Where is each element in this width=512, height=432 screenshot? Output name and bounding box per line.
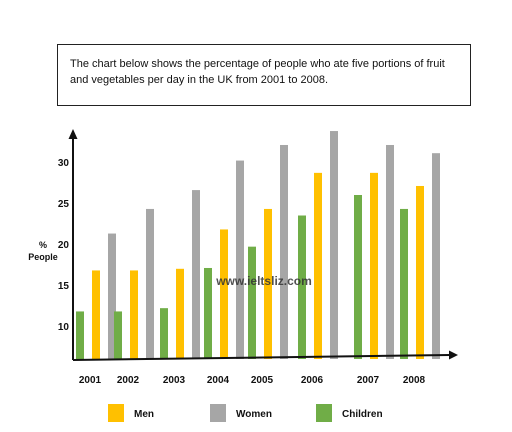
bar-men-2003 xyxy=(176,268,184,359)
x-tick-label: 2005 xyxy=(251,375,274,386)
bar-women-2002 xyxy=(146,208,154,359)
bar-men-2005 xyxy=(264,208,272,359)
bar-children-2004 xyxy=(204,267,212,359)
x-tick-label: 2008 xyxy=(403,375,426,386)
bar-women-2008 xyxy=(432,153,440,359)
bar-children-2006 xyxy=(298,215,306,359)
legend-label-children: Children xyxy=(342,409,383,420)
legend-label-men: Men xyxy=(134,409,154,420)
bar-men-2002 xyxy=(130,270,138,359)
y-axis-label-line2: People xyxy=(28,252,58,262)
bar-children-2002 xyxy=(114,311,122,359)
y-axis-label-line1: % xyxy=(39,240,47,250)
x-tick-label: 2006 xyxy=(301,375,324,386)
x-axis xyxy=(72,354,451,361)
y-tick-labels: 10 15 20 25 30 xyxy=(58,158,70,333)
bar-women-2001 xyxy=(108,233,116,359)
legend: Men Women Children xyxy=(108,404,383,422)
legend-swatch-children xyxy=(316,404,332,422)
watermark: www.ieltsliz.com xyxy=(215,274,312,288)
bar-women-2004 xyxy=(236,160,244,359)
bar-men-2001 xyxy=(92,270,100,359)
y-axis-arrow xyxy=(68,129,78,139)
legend-swatch-women xyxy=(210,404,226,422)
bars-layer xyxy=(76,131,440,359)
bar-men-2008 xyxy=(416,185,424,359)
bar-children-2008 xyxy=(400,208,408,359)
bar-children-2003 xyxy=(160,308,168,359)
x-tick-label: 2004 xyxy=(207,375,230,386)
bar-men-2006 xyxy=(314,172,322,359)
bar-women-2007 xyxy=(386,144,394,359)
x-tick-labels: 2001 2002 2003 2004 2005 2006 2007 2008 xyxy=(79,375,426,386)
chart-caption-box: The chart below shows the percentage of … xyxy=(57,44,471,106)
x-tick-label: 2002 xyxy=(117,375,140,386)
y-tick-label: 25 xyxy=(58,199,70,210)
legend-label-women: Women xyxy=(236,409,272,420)
bar-men-2007 xyxy=(370,172,378,359)
bar-children-2001 xyxy=(76,311,84,359)
legend-swatch-men xyxy=(108,404,124,422)
bar-children-2007 xyxy=(354,195,362,359)
x-tick-label: 2007 xyxy=(357,375,380,386)
y-tick-label: 30 xyxy=(58,158,70,169)
x-tick-label: 2001 xyxy=(79,375,102,386)
bar-children-2005 xyxy=(248,246,256,359)
bar-women-2003 xyxy=(192,190,200,359)
bar-women-2006 xyxy=(330,131,338,359)
y-tick-label: 10 xyxy=(58,322,70,333)
y-tick-label: 15 xyxy=(58,281,70,292)
x-tick-label: 2003 xyxy=(163,375,186,386)
chart-caption: The chart below shows the percentage of … xyxy=(70,58,445,86)
x-axis-arrow xyxy=(449,350,458,360)
bar-men-2004 xyxy=(220,229,228,359)
y-tick-label: 20 xyxy=(58,240,70,251)
bar-women-2005 xyxy=(280,144,288,359)
